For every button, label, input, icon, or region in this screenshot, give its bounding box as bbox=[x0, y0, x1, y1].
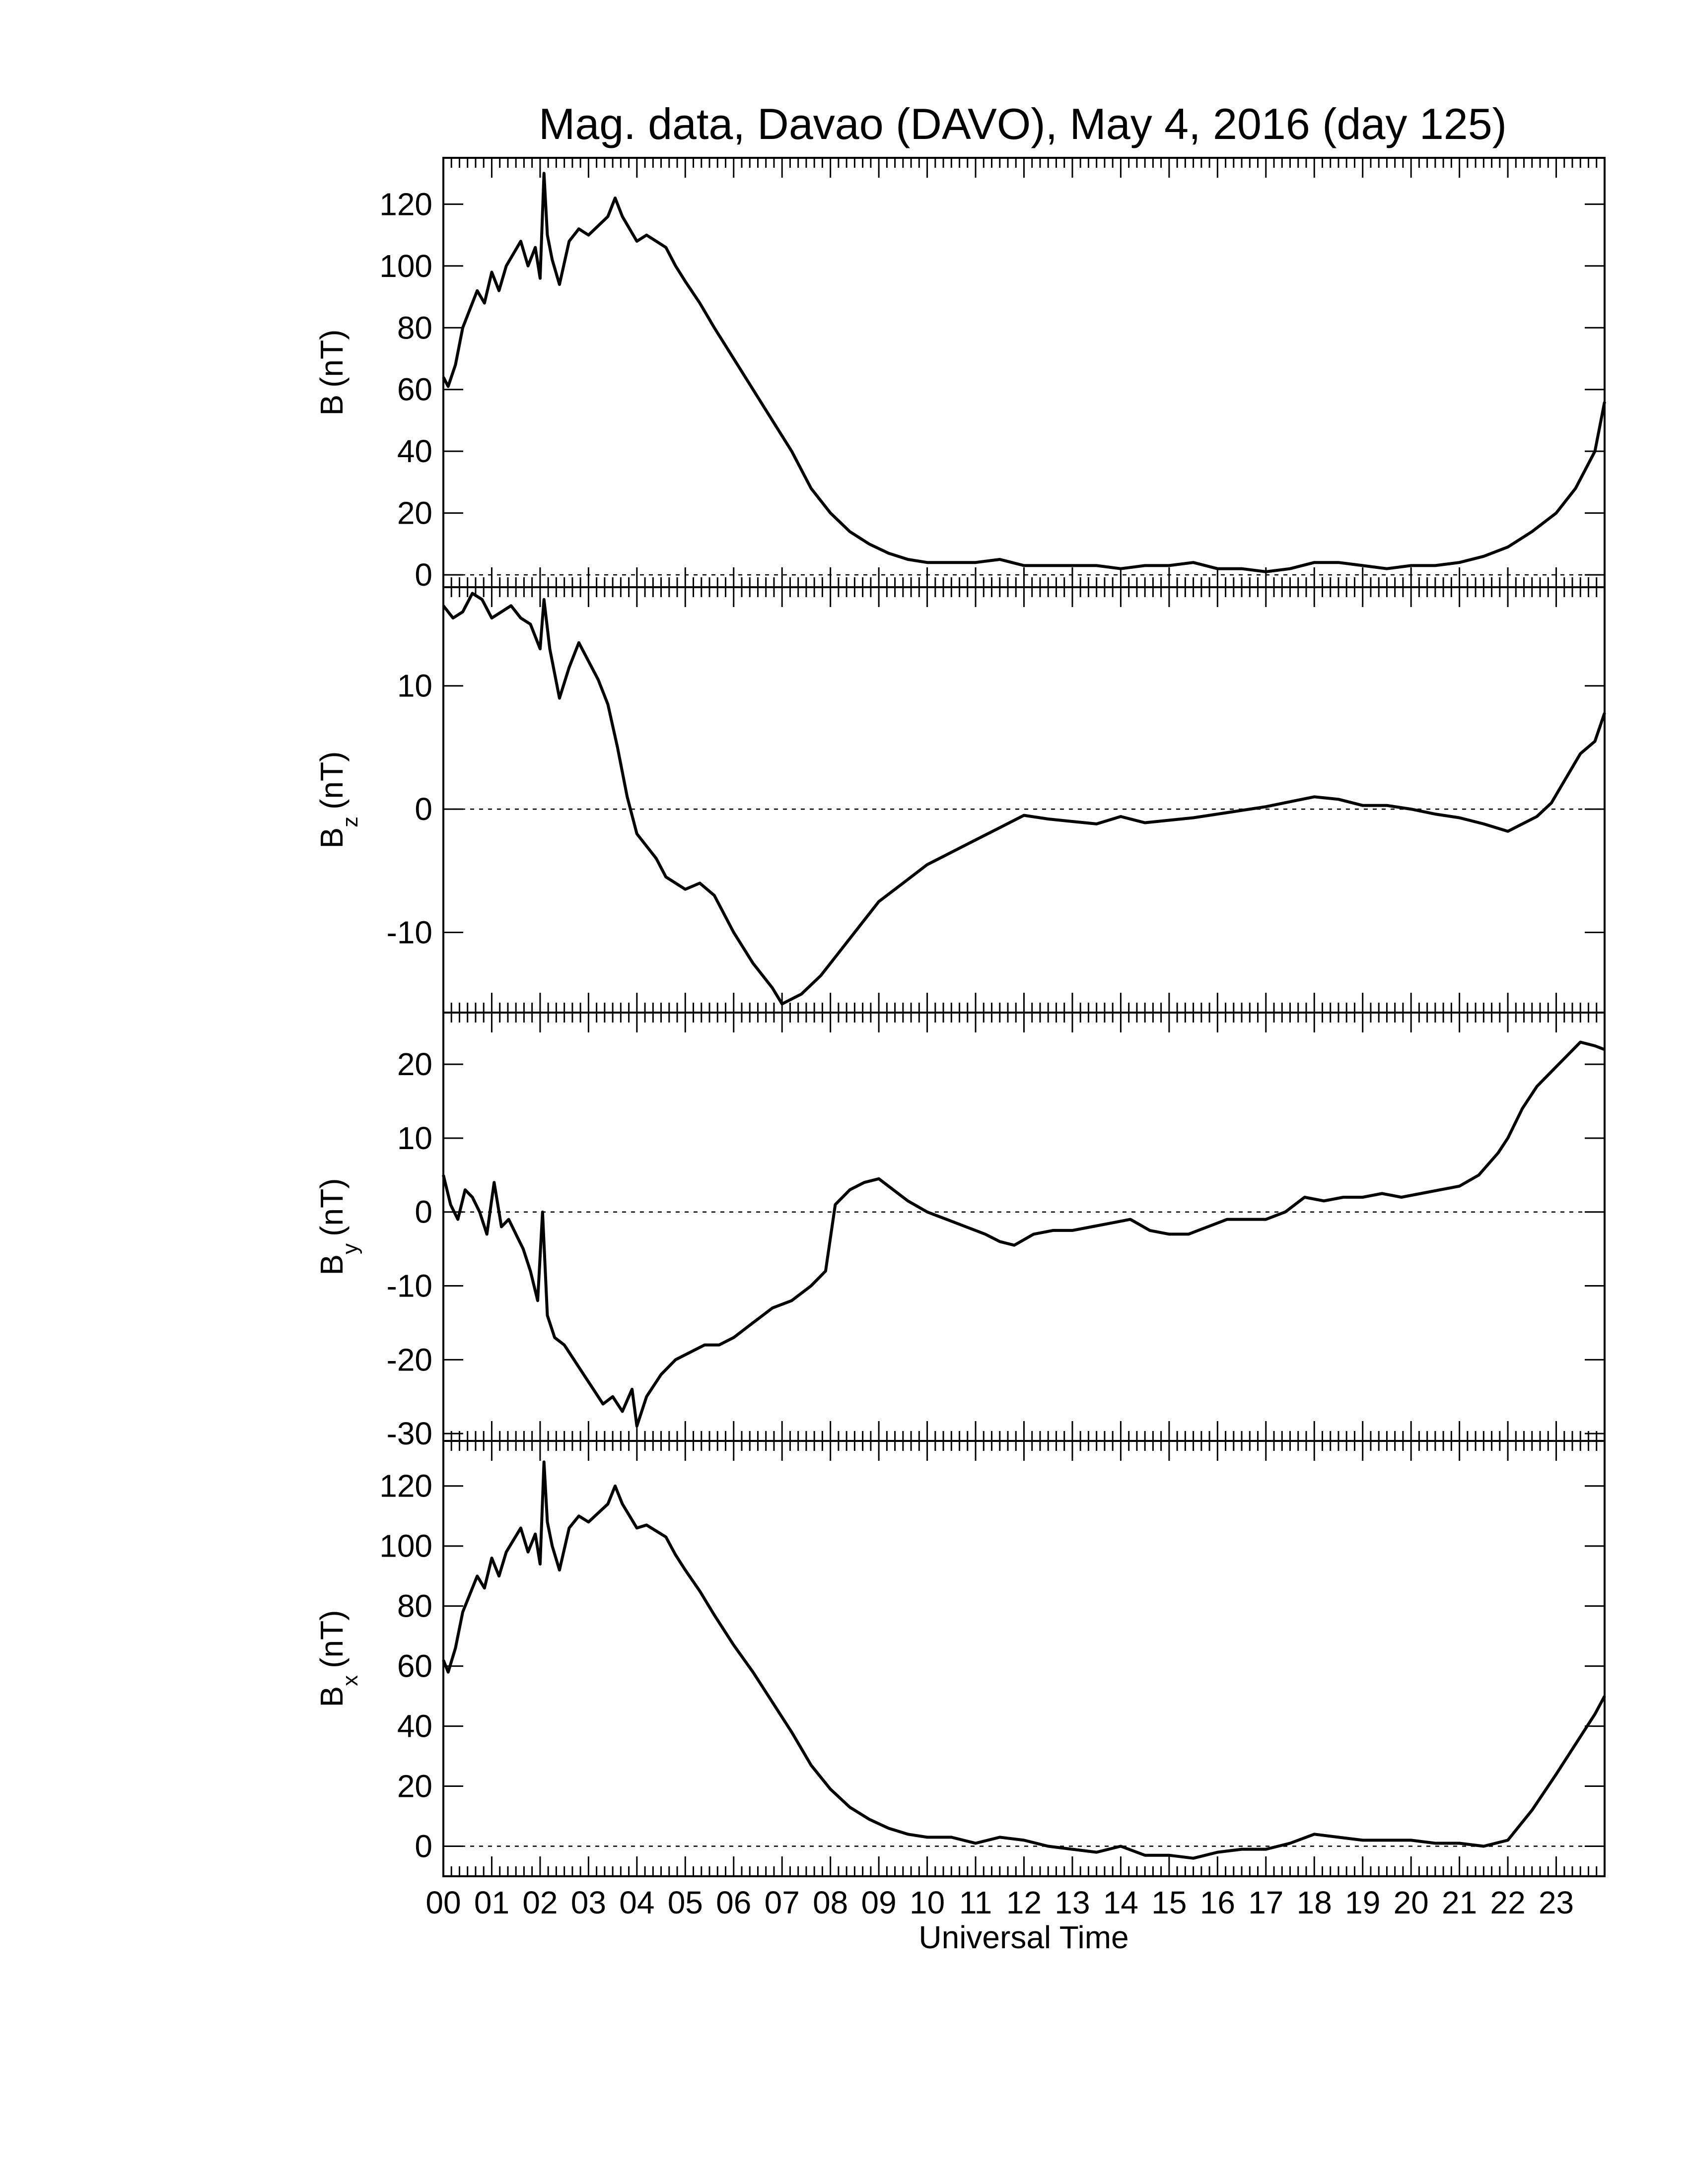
y-tick-label: 60 bbox=[397, 1648, 432, 1684]
y-axis-label-Bx: Bx (nT) bbox=[314, 1610, 362, 1707]
x-tick-label: 14 bbox=[1103, 1885, 1138, 1920]
x-tick-label: 03 bbox=[571, 1885, 606, 1920]
x-tick-label: 02 bbox=[522, 1885, 558, 1920]
x-tick-label: 17 bbox=[1248, 1885, 1283, 1920]
y-tick-label: 80 bbox=[397, 310, 432, 345]
x-tick-label: 08 bbox=[813, 1885, 848, 1920]
x-tick-label: 19 bbox=[1345, 1885, 1380, 1920]
y-axis-label-unit: (nT) bbox=[314, 1610, 350, 1668]
x-tick-label: 07 bbox=[765, 1885, 800, 1920]
y-axis-label-subscript: z bbox=[338, 817, 362, 827]
y-tick-label: 40 bbox=[397, 1708, 432, 1744]
y-tick-label: 20 bbox=[397, 1046, 432, 1082]
y-tick-label: 10 bbox=[397, 668, 432, 704]
panel-B-frame bbox=[442, 157, 1606, 588]
x-tick-label: 22 bbox=[1490, 1885, 1525, 1920]
y-tick-label: -10 bbox=[387, 1268, 433, 1304]
y-axis-label-symbol: B bbox=[314, 827, 350, 849]
y-tick-label: 100 bbox=[379, 1528, 432, 1564]
x-tick-label: 05 bbox=[668, 1885, 703, 1920]
y-tick-label: -20 bbox=[387, 1342, 433, 1377]
y-axis-label-symbol: B bbox=[314, 1254, 350, 1276]
y-tick-label: 0 bbox=[415, 557, 432, 593]
x-tick-label: 10 bbox=[910, 1885, 945, 1920]
y-tick-label: 120 bbox=[379, 1468, 432, 1504]
y-axis-label-By: By (nT) bbox=[314, 1178, 362, 1276]
series-line-By bbox=[442, 1040, 1606, 1428]
y-axis-label-Bz: Bz (nT) bbox=[314, 751, 362, 849]
panel-B: 0 20 40 60 80 100 120 B (nT) bbox=[314, 157, 1606, 593]
y-tick-label: 20 bbox=[397, 1769, 432, 1804]
x-tick-label: 15 bbox=[1151, 1885, 1187, 1920]
y-tick-label: 80 bbox=[397, 1588, 432, 1624]
x-tick-label: 21 bbox=[1442, 1885, 1477, 1920]
y-axis-label-B: B (nT) bbox=[314, 330, 350, 416]
y-axis-label-subscript: x bbox=[338, 1675, 362, 1686]
panel-By-frame bbox=[442, 1012, 1606, 1442]
series-line-Bx bbox=[442, 1460, 1606, 1860]
panel-Bz: -10 0 10 Bz (nT) bbox=[314, 586, 1606, 1014]
panel-By: -30 -20 -10 0 10 20 By (nT) bbox=[314, 1012, 1606, 1451]
x-tick-label: 13 bbox=[1055, 1885, 1090, 1920]
x-tick-label: 16 bbox=[1200, 1885, 1235, 1920]
series-line-Bz bbox=[442, 592, 1606, 1006]
panel-Bz-frame bbox=[442, 586, 1606, 1014]
y-tick-label: 40 bbox=[397, 433, 432, 469]
x-tick-label: 00 bbox=[425, 1885, 461, 1920]
x-tick-label: 23 bbox=[1539, 1885, 1574, 1920]
panel-Bx: 0 20 40 60 80 100 120 Bx (nT) bbox=[314, 1440, 1606, 1877]
x-axis-label: Universal Time bbox=[918, 1919, 1128, 1955]
y-tick-label: 20 bbox=[397, 495, 432, 531]
x-tick-label: 06 bbox=[716, 1885, 751, 1920]
y-axis-label-symbol: B bbox=[314, 395, 350, 416]
y-axis-label-unit: (nT) bbox=[314, 330, 350, 388]
panel-Bx-frame bbox=[442, 1440, 1606, 1877]
x-tick-labels: 00 01 02 03 04 05 06 07 08 09 10 11 12 13 14 15 16 17 18 19… bbox=[425, 1885, 1574, 1920]
x-tick-label: 11 bbox=[959, 1885, 992, 1920]
y-axis-label-unit: (nT) bbox=[314, 751, 350, 810]
panels: 020406080100120B(nT)-10010Bz(nT)-30-20-1… bbox=[314, 157, 1606, 1877]
y-tick-label: -30 bbox=[387, 1416, 433, 1451]
x-tick-label: 12 bbox=[1006, 1885, 1042, 1920]
x-tick-label: 01 bbox=[474, 1885, 509, 1920]
y-axis-label-symbol: B bbox=[314, 1686, 350, 1707]
x-tick-label: 18 bbox=[1297, 1885, 1332, 1920]
x-tick-label: 20 bbox=[1394, 1885, 1429, 1920]
y-tick-label: -10 bbox=[387, 915, 433, 951]
series-line-B bbox=[442, 172, 1606, 573]
y-tick-label: 0 bbox=[415, 1829, 432, 1864]
chart-title: Mag. data, Davao (DAVO), May 4, 2016 (da… bbox=[539, 99, 1507, 148]
y-axis-label-subscript: y bbox=[338, 1243, 362, 1254]
x-tick-label: 09 bbox=[861, 1885, 897, 1920]
y-tick-label: 60 bbox=[397, 372, 432, 408]
y-tick-label: 0 bbox=[415, 1194, 432, 1230]
y-axis-label-unit: (nT) bbox=[314, 1178, 350, 1236]
y-tick-label: 10 bbox=[397, 1120, 432, 1156]
y-tick-label: 100 bbox=[379, 248, 432, 284]
y-tick-label: 0 bbox=[415, 791, 432, 827]
y-tick-label: 120 bbox=[379, 186, 432, 222]
x-tick-label: 04 bbox=[619, 1885, 654, 1920]
